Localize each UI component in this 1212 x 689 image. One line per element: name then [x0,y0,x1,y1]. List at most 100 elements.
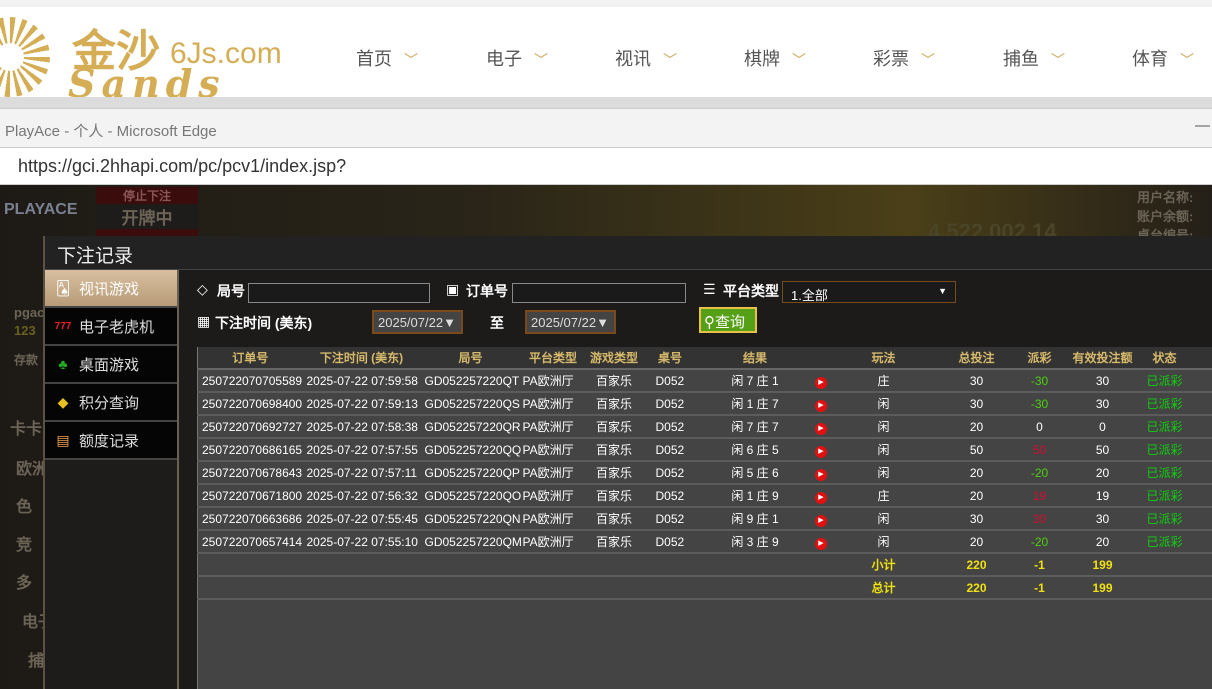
column-header: 玩法 [829,347,938,370]
platform: PA欧洲厅 [520,530,586,554]
balance-label: 账户余额: [1137,209,1194,224]
order-input[interactable] [512,283,686,303]
table-row: 250722070663686 2025-07-22 07:55:45 GD0522… [197,507,1212,531]
video-cell: ▶ [812,507,830,531]
time-label: 下注时间 (美东) [215,315,313,331]
round-id: GD052257220QQ [420,438,521,462]
empty-cell [1187,461,1212,485]
bet-record-modal: 下注记录 🂡 视讯游戏 777 电子老虎机 ♣ 桌面游戏 ◆ 积分查询 ▤ 额度记录 ◇ … [43,236,1212,689]
total-bet: 30 [937,369,1016,393]
total-bet: 30 [937,392,1016,416]
site-header: 金沙 6Js.com Sands 首页 ﹀ 电子 ﹀ 视讯 ﹀ 棋牌 ﹀ 彩票 ﹀ 捕鱼 ﹀… [0,0,1212,106]
query-button[interactable]: ⚲查询 [699,307,757,333]
chevron-down-icon: ﹀ [1051,52,1065,68]
order-id: 250722070698400 [197,392,303,416]
play-video-icon[interactable]: ▶ [815,399,827,412]
sands-logo[interactable]: 金沙 6Js.com Sands [0,13,290,106]
empty-cell [520,553,586,577]
status: 已派彩 [1141,530,1188,554]
platform-label: 平台类型 [723,283,779,299]
video-cell: ▶ [812,461,830,485]
nav-live[interactable]: 视讯 ﹀ [615,45,677,71]
nav-home[interactable]: 首页 ﹀ [356,45,418,71]
nav-lottery[interactable]: 彩票 ﹀ [873,45,935,71]
result: 闲 1 庄 7 [697,392,813,416]
query-label: 查询 [715,314,746,331]
video-cell: ▶ [812,438,830,462]
empty-cell [1187,507,1212,531]
bet-type: 庄 [829,484,938,508]
bet-time: 2025-07-22 07:56:32 [302,484,421,508]
subtotal-label: 小计 [829,553,938,577]
empty-cell [1187,553,1212,577]
empty-cell [520,576,586,600]
order-id: 250722070663686 [197,507,303,531]
slot-777-icon: 777 [54,320,72,332]
empty-cell [697,553,813,577]
play-video-icon[interactable]: ▶ [815,422,827,435]
date-from-select[interactable]: 2025/07/22▼ [372,310,463,334]
play-video-icon[interactable]: ▶ [815,537,827,550]
empty-cell [302,576,421,600]
nav-chess[interactable]: 棋牌 ﹀ [744,45,806,71]
game-type: 百家乐 [585,484,643,508]
play-video-icon[interactable]: ▶ [815,376,827,389]
play-video-icon[interactable]: ▶ [815,514,827,527]
game-type: 百家乐 [585,530,643,554]
bet-type: 闲 [829,438,938,462]
sidebar-item-table-games[interactable]: ♣ 桌面游戏 [45,346,177,384]
table-filler [198,599,1212,689]
side-label: 捕 [28,653,45,670]
record-sidebar: 🂡 视讯游戏 777 电子老虎机 ♣ 桌面游戏 ◆ 积分查询 ▤ 额度记录 [45,270,179,689]
empty-cell [812,553,830,577]
round-id: GD052257220QS [420,392,521,416]
sidebar-item-slots[interactable]: 777 电子老虎机 [45,308,177,346]
total-payout: -1 [1015,576,1064,600]
result: 闲 3 庄 9 [697,530,813,554]
play-video-icon[interactable]: ▶ [815,445,827,458]
calendar-icon: ▦ [197,313,211,329]
minimize-button[interactable]: — [1195,117,1210,134]
nav-label: 体育 [1132,49,1168,69]
table-row: 250722070678643 2025-07-22 07:57:11 GD0522… [197,461,1212,485]
table-row: 250722070705589 2025-07-22 07:59:58 GD0522… [197,369,1212,393]
platform-select[interactable]: 1.全部 ▼ [782,281,956,303]
status: 已派彩 [1141,392,1188,416]
sidebar-item-live-games[interactable]: 🂡 视讯游戏 [45,270,177,308]
date-to-select[interactable]: 2025/07/22▼ [525,310,616,334]
total-valid-bet: 199 [1063,576,1142,600]
chevron-down-icon: ﹀ [404,52,418,68]
sidebar-item-credit-records[interactable]: ▤ 额度记录 [45,422,177,460]
nav-fishing[interactable]: 捕鱼 ﹀ [1003,45,1065,71]
empty-cell [1141,553,1188,577]
total-label: 总计 [829,576,938,600]
username-label: 用户名称: [1137,190,1194,205]
sun-logo-icon [0,17,50,97]
video-cell: ▶ [812,530,830,554]
sidebar-item-points[interactable]: ◆ 积分查询 [45,384,177,422]
round-id: GD052257220QO [420,484,521,508]
dropdown-arrow-icon: ▼ [596,315,609,330]
play-video-icon[interactable]: ▶ [815,491,827,504]
platform: PA欧洲厅 [520,369,586,393]
table-number: D052 [642,392,698,416]
game-type: 百家乐 [585,438,643,462]
round-id: GD052257220QT [420,369,521,393]
column-header: 平台类型 [520,347,586,370]
video-cell: ▶ [812,392,830,416]
address-bar[interactable]: https://gci.2hhapi.com/pc/pcv1/index.jsp… [0,147,1212,185]
play-video-icon[interactable]: ▶ [815,468,827,481]
deposit-button[interactable]: 存款 [14,353,39,367]
result: 闲 1 庄 9 [697,484,813,508]
table-row: 250722070698400 2025-07-22 07:59:13 GD0522… [197,392,1212,416]
order-id: 250722070671800 [197,484,303,508]
payout: 0 [1015,415,1064,439]
search-icon: ⚲ [704,314,715,331]
nav-label: 彩票 [873,49,909,69]
nav-sports[interactable]: 体育 ﹀ [1132,45,1194,71]
nav-electronic[interactable]: 电子 ﹀ [486,45,548,71]
bet-status-panel: 停止下注 开牌中 [96,187,198,237]
username: pgac [14,305,45,320]
round-input[interactable] [248,283,430,303]
column-header: 下注时间 (美东) [302,347,421,370]
